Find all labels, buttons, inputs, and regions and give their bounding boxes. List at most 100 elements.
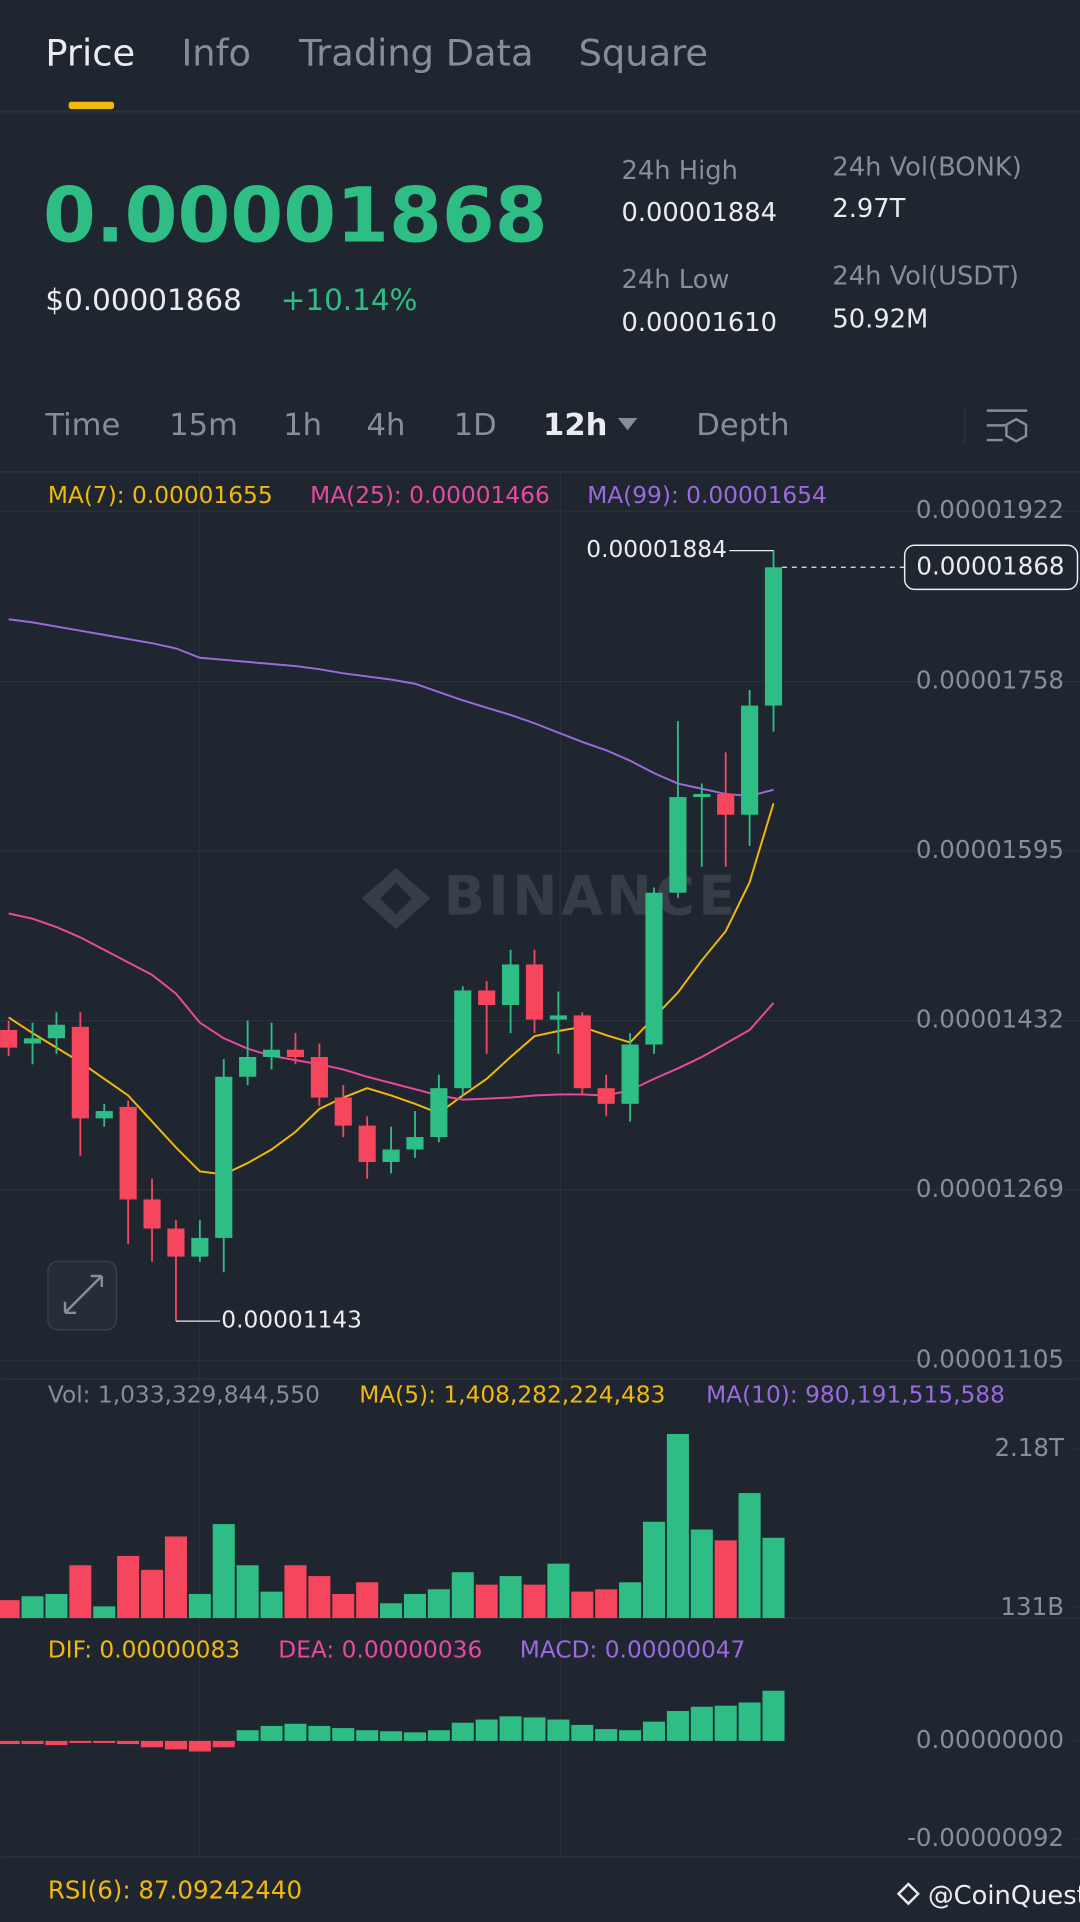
candle-body [645, 892, 663, 1045]
volume-bar [188, 1593, 211, 1619]
legend-entry: DIF: 0.00000083 [48, 1637, 240, 1664]
volume-bar [595, 1589, 618, 1619]
candle-body [502, 964, 520, 1006]
volume-bar [427, 1589, 450, 1619]
legend-entry: MACD: 0.00000047 [520, 1637, 746, 1664]
volume-bar [69, 1565, 92, 1619]
candle-body [167, 1228, 185, 1257]
candle-body [143, 1199, 161, 1229]
macd-bar [260, 1725, 283, 1741]
volume-bar [332, 1593, 355, 1619]
macd-bar [690, 1706, 713, 1741]
volume-bar [21, 1596, 44, 1619]
tab[interactable]: Info [181, 32, 251, 75]
candle-body [549, 1015, 567, 1020]
macd-bar [212, 1740, 235, 1748]
interval[interactable]: 1h [283, 408, 322, 443]
ma-line [8, 618, 774, 798]
footer-watermark: @CoinQuest [928, 1881, 1080, 1911]
macd-bar [523, 1717, 546, 1741]
macd-bar [571, 1724, 594, 1741]
volume-bar [93, 1606, 116, 1619]
y-tick-label: -0.00000092 [907, 1823, 1064, 1852]
tab[interactable]: Trading Data [298, 32, 533, 75]
macd-bar [308, 1725, 331, 1741]
footer-logo [896, 1882, 920, 1906]
rsi-legend: RSI(6): 87.09242440 [48, 1875, 302, 1904]
candle-body [119, 1106, 137, 1200]
volume-bar [212, 1524, 235, 1619]
volume-bar [451, 1572, 474, 1619]
macd-bar [164, 1740, 187, 1750]
candle-body [764, 567, 783, 706]
macd-bar [93, 1740, 116, 1743]
candle-body [741, 705, 759, 815]
macd-bar [69, 1740, 92, 1743]
y-tick-label: 0.00001595 [916, 835, 1064, 864]
volume-bar [284, 1565, 307, 1619]
candle-body [430, 1088, 448, 1138]
interval[interactable]: Depth [696, 408, 789, 443]
expand-button[interactable] [47, 1260, 118, 1331]
dropdown-arrow [617, 417, 638, 431]
legend-entry: MA(7): 0.00001655 [48, 482, 273, 509]
macd-bar [188, 1740, 211, 1752]
stat-label: 24h High [622, 156, 738, 186]
volume-bar [619, 1582, 642, 1619]
y-tick-label: 0.00001758 [916, 666, 1064, 695]
y-tick-label: 131B [1000, 1592, 1064, 1621]
candle-body [406, 1137, 424, 1150]
volume-bar [260, 1591, 283, 1619]
candle-body [239, 1056, 257, 1077]
y-tick-label: 0.00001105 [916, 1345, 1064, 1374]
volume-bar [308, 1576, 331, 1619]
macd-bar [45, 1740, 68, 1746]
candle-body [23, 1038, 42, 1044]
watermark: BINANCE [361, 864, 735, 930]
interval-selected[interactable]: 12h [543, 408, 607, 443]
macd-bar [21, 1740, 44, 1745]
macd-bar [619, 1730, 642, 1741]
legend-entry: MA(99): 0.00001654 [587, 482, 827, 509]
legend-entry: MA(25): 0.00001466 [310, 482, 550, 509]
volume-bar [499, 1576, 522, 1619]
macd-bar [427, 1730, 450, 1741]
candle-body [191, 1237, 209, 1257]
stat-label: 24h Vol(USDT) [832, 262, 1019, 292]
tab[interactable]: Square [579, 32, 708, 75]
macd-bar [738, 1702, 761, 1741]
macd-bar [236, 1730, 259, 1741]
volume-bar [475, 1584, 498, 1619]
tab-indicator [68, 101, 115, 110]
volume-bar [380, 1603, 403, 1619]
macd-bar [451, 1722, 474, 1741]
candle-body [95, 1111, 113, 1119]
stat-value: 0.00001884 [622, 198, 778, 228]
high-marker-label: 0.00001884 [586, 536, 727, 563]
legend-entry: DEA: 0.00000036 [278, 1637, 482, 1664]
interval[interactable]: Time [44, 408, 120, 443]
candle-body [334, 1097, 352, 1126]
macd-bar [332, 1728, 355, 1741]
macd-bar [499, 1716, 522, 1741]
interval[interactable]: 1D [454, 408, 497, 443]
interval[interactable]: 4h [367, 408, 406, 443]
volume-bar [714, 1540, 737, 1619]
candle-body [358, 1125, 376, 1163]
candle-body [597, 1088, 615, 1104]
volume-bar [690, 1529, 713, 1619]
volume-bar [642, 1521, 666, 1619]
volume-bar [0, 1600, 20, 1619]
legend-entry: MA(10): 980,191,515,588 [706, 1382, 1005, 1409]
interval[interactable]: 15m [169, 408, 238, 443]
settings-icon[interactable] [986, 409, 1028, 443]
macd-bar [475, 1719, 498, 1741]
price-change: +10.14% [281, 283, 418, 317]
candle-body [286, 1049, 305, 1057]
stat-label: 24h Low [622, 265, 730, 295]
tab[interactable]: Price [45, 32, 135, 75]
volume-bar [117, 1555, 140, 1619]
candle-body [0, 1029, 18, 1048]
ma-line [8, 912, 775, 1101]
